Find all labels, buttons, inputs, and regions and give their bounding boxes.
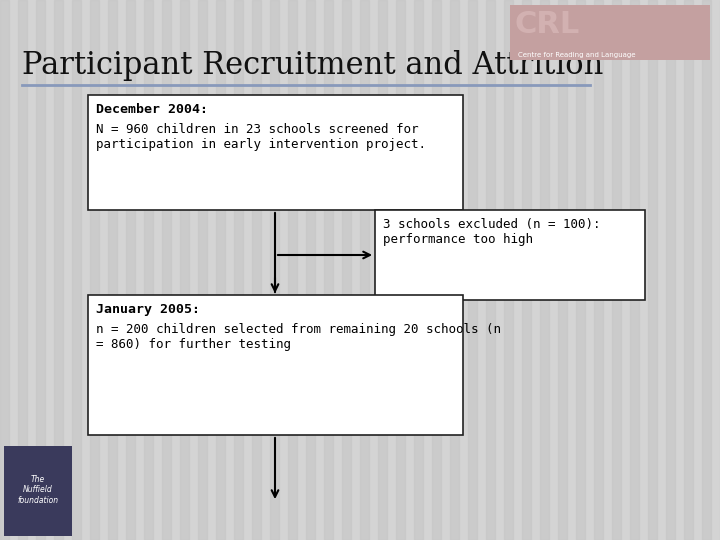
Bar xyxy=(702,0,711,540)
Bar xyxy=(576,0,585,540)
FancyBboxPatch shape xyxy=(4,446,72,536)
Bar xyxy=(630,0,639,540)
Text: 3 schools excluded (n = 100):
performance too high: 3 schools excluded (n = 100): performanc… xyxy=(383,218,600,246)
Bar xyxy=(486,0,495,540)
Bar xyxy=(108,0,117,540)
Bar xyxy=(180,0,189,540)
Text: Centre for Reading and Language: Centre for Reading and Language xyxy=(518,52,636,58)
Text: The
Nuffield
foundation: The Nuffield foundation xyxy=(17,475,58,505)
Bar xyxy=(666,0,675,540)
Bar xyxy=(684,0,693,540)
FancyBboxPatch shape xyxy=(510,5,710,60)
Bar xyxy=(72,0,81,540)
Text: CRL: CRL xyxy=(515,10,580,39)
Bar xyxy=(234,0,243,540)
Bar xyxy=(594,0,603,540)
Bar xyxy=(378,0,387,540)
Bar xyxy=(126,0,135,540)
Text: January 2005:: January 2005: xyxy=(96,303,200,316)
Bar xyxy=(558,0,567,540)
Bar xyxy=(468,0,477,540)
Bar xyxy=(252,0,261,540)
FancyBboxPatch shape xyxy=(88,295,463,435)
Bar xyxy=(324,0,333,540)
Bar xyxy=(342,0,351,540)
Bar xyxy=(360,0,369,540)
Bar xyxy=(306,0,315,540)
Bar xyxy=(36,0,45,540)
Bar xyxy=(432,0,441,540)
Bar xyxy=(648,0,657,540)
Bar xyxy=(414,0,423,540)
Bar xyxy=(198,0,207,540)
Bar xyxy=(90,0,99,540)
Text: n = 200 children selected from remaining 20 schools (n
= 860) for further testin: n = 200 children selected from remaining… xyxy=(96,323,501,351)
Text: Participant Recruitment and Attrition: Participant Recruitment and Attrition xyxy=(22,50,603,81)
Bar xyxy=(612,0,621,540)
Bar xyxy=(162,0,171,540)
Bar xyxy=(216,0,225,540)
Bar xyxy=(270,0,279,540)
Bar xyxy=(540,0,549,540)
Text: N = 960 children in 23 schools screened for
participation in early intervention : N = 960 children in 23 schools screened … xyxy=(96,123,426,151)
Bar xyxy=(504,0,513,540)
Bar xyxy=(54,0,63,540)
Bar xyxy=(288,0,297,540)
Bar xyxy=(18,0,27,540)
Bar xyxy=(144,0,153,540)
Bar xyxy=(0,0,9,540)
FancyBboxPatch shape xyxy=(375,210,645,300)
Bar xyxy=(522,0,531,540)
Bar xyxy=(450,0,459,540)
Text: December 2004:: December 2004: xyxy=(96,103,208,116)
FancyBboxPatch shape xyxy=(88,95,463,210)
Bar xyxy=(396,0,405,540)
